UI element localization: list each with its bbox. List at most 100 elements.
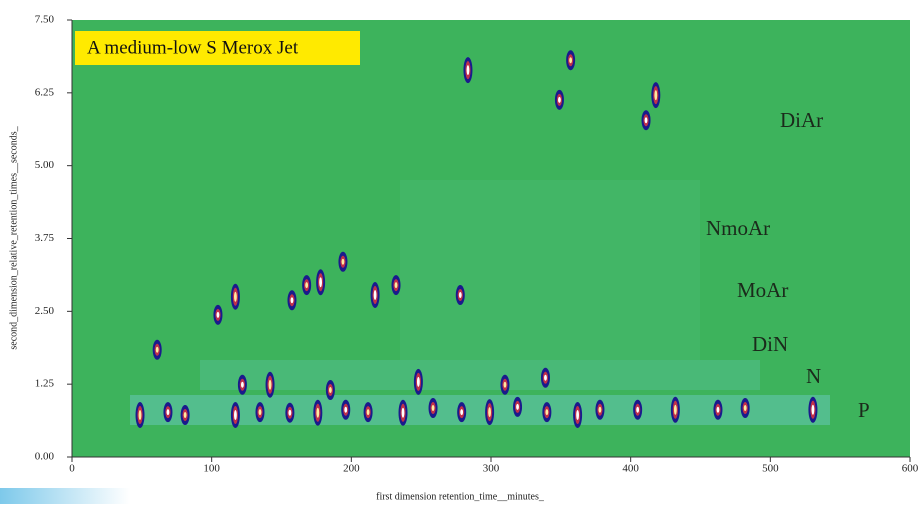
peak	[485, 399, 495, 426]
peak	[455, 285, 465, 306]
peak-core	[576, 410, 579, 421]
peak-core	[316, 407, 320, 418]
peak	[808, 396, 818, 423]
peak	[302, 275, 312, 296]
peak	[398, 399, 408, 426]
peak-core	[401, 407, 405, 418]
peak	[595, 399, 605, 420]
peak-core	[216, 311, 220, 318]
title-box	[75, 31, 360, 65]
peak-core	[234, 410, 237, 421]
peak	[163, 402, 173, 423]
peak	[554, 89, 564, 110]
peak-core	[598, 406, 602, 413]
region-label: N	[806, 364, 821, 388]
peak	[633, 399, 643, 420]
peak-core	[811, 404, 815, 415]
peak	[152, 339, 162, 360]
baseline-streaks	[130, 180, 830, 425]
region-label: DiN	[752, 332, 788, 356]
peak-core	[503, 381, 507, 388]
peak	[237, 374, 247, 395]
peak-core	[234, 291, 237, 302]
peak	[230, 402, 240, 429]
x-tick-label: 500	[762, 463, 779, 475]
peak-core	[544, 374, 547, 381]
region-label: P	[858, 398, 870, 422]
peak	[287, 290, 297, 311]
x-axis-label: first dimension retention_time__minutes_	[376, 491, 545, 502]
peak	[135, 402, 145, 429]
peak	[651, 82, 661, 109]
peak-core	[366, 409, 370, 416]
peak-core	[673, 404, 677, 415]
peak-core	[341, 258, 345, 265]
y-tick-label: 5.00	[35, 159, 55, 171]
x-tick-label: 200	[343, 463, 360, 475]
y-axis-label: second_dimension_relative_retention_time…	[8, 125, 19, 349]
peak	[428, 398, 438, 419]
peak-core	[743, 405, 747, 412]
peak-core	[545, 409, 549, 416]
peak	[413, 368, 423, 395]
peak-core	[466, 65, 470, 76]
peak-core	[558, 96, 561, 103]
peak	[540, 367, 550, 388]
peak	[255, 402, 265, 423]
peak	[542, 402, 552, 423]
peak-core	[240, 381, 244, 388]
peak-core	[183, 412, 187, 419]
peak-core	[431, 405, 435, 412]
y-tick-label: 2.50	[35, 305, 55, 317]
peak	[500, 374, 510, 395]
peak-core	[319, 277, 323, 288]
peak-core	[654, 90, 658, 101]
peak-core	[569, 57, 573, 64]
peak	[370, 282, 380, 309]
peak-core	[328, 386, 332, 393]
region-label: MoAr	[737, 278, 788, 302]
peak	[513, 396, 523, 417]
x-tick-label: 100	[203, 463, 220, 475]
peak	[713, 399, 723, 420]
peak	[457, 402, 467, 423]
chart-title: A medium-low S Merox Jet	[87, 37, 299, 58]
peak	[265, 371, 275, 398]
x-tick-label: 300	[483, 463, 500, 475]
peak	[316, 269, 326, 296]
y-tick-label: 6.25	[35, 86, 55, 98]
x-tick-label: 400	[622, 463, 639, 475]
peak-core	[166, 409, 170, 416]
x-tick-label: 600	[902, 463, 919, 475]
peak-core	[290, 297, 294, 304]
peak	[740, 398, 750, 419]
y-tick-label: 3.75	[35, 232, 55, 244]
peak	[313, 399, 323, 426]
x-tick-label: 0	[69, 463, 75, 475]
peak-core	[458, 292, 462, 299]
peak-core	[644, 117, 648, 124]
peak-core	[258, 409, 262, 416]
peak-core	[516, 403, 519, 410]
peak-core	[636, 406, 640, 413]
peak-core	[394, 282, 398, 289]
peak	[391, 275, 401, 296]
region-label: NmoAr	[706, 216, 770, 240]
peak-core	[305, 282, 309, 289]
peak-core	[344, 406, 348, 413]
peak	[573, 402, 583, 429]
peak-core	[155, 346, 159, 353]
peak-core	[268, 379, 272, 390]
y-tick-label: 7.50	[35, 14, 55, 26]
scan-smear	[0, 488, 130, 504]
peak	[363, 402, 373, 423]
peak	[213, 304, 223, 325]
peak	[230, 283, 240, 310]
peak-core	[488, 407, 492, 418]
peak-core	[460, 409, 464, 416]
peak	[341, 399, 351, 420]
peak	[641, 110, 651, 131]
peak	[670, 396, 680, 423]
